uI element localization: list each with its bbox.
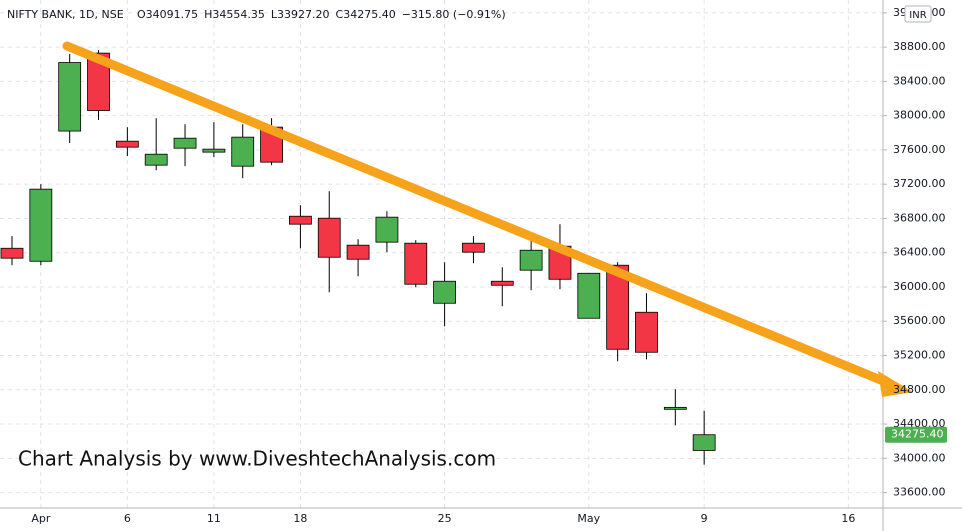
x-tick-label: 25 <box>438 512 452 525</box>
candle-body <box>577 272 601 319</box>
candle-body <box>144 153 168 166</box>
x-tick-label: 16 <box>841 512 855 525</box>
candle-body <box>375 216 399 243</box>
currency-badge <box>904 5 932 23</box>
candle-body <box>462 242 485 253</box>
header-values: O34091.75 H34554.35 L33927.20 C34275.40 −315… <box>137 8 506 21</box>
candle-body <box>519 249 543 271</box>
candles <box>0 50 716 465</box>
y-tick-label: 34000.00 <box>893 451 946 464</box>
trend-arrow <box>62 41 913 397</box>
y-tick-label: 35200.00 <box>893 349 946 362</box>
watermark: Chart Analysis by www.DiveshtechAnalysis… <box>18 447 496 471</box>
last-price-label: 34275.40 <box>891 428 944 441</box>
candle-body <box>288 215 312 225</box>
candle-body <box>231 136 255 167</box>
x-tick-label: 18 <box>293 512 307 525</box>
y-tick-label: 37200.00 <box>893 177 946 190</box>
y-tick-label: 38000.00 <box>893 109 946 122</box>
candle-body <box>663 406 687 410</box>
y-tick-label: 36000.00 <box>893 280 946 293</box>
last-price-badge <box>885 426 947 443</box>
y-tick-label: 38800.00 <box>893 40 946 53</box>
candle-body <box>606 264 630 350</box>
candle-body <box>58 62 82 132</box>
arrow-head <box>878 371 913 397</box>
candle-body <box>29 188 53 262</box>
candle-body <box>346 244 370 260</box>
candle-body <box>317 217 341 258</box>
header-value: C34275.40 <box>336 8 396 21</box>
x-tick-label: 6 <box>124 512 131 525</box>
candle-body <box>0 247 24 259</box>
header-value: L33927.20 <box>271 8 330 21</box>
candle-body <box>115 140 139 148</box>
candle-body <box>404 242 428 285</box>
currency: INR <box>909 10 926 21</box>
y-tick-label: 36800.00 <box>893 211 946 224</box>
candle-body <box>87 52 110 111</box>
symbol: NIFTY BANK, 1D, NSE <box>7 8 124 21</box>
candle-body <box>692 434 716 451</box>
candle-body <box>490 280 514 286</box>
y-tick-label: 33600.00 <box>893 486 946 499</box>
candle-body <box>635 311 658 353</box>
y-tick-label: 36400.00 <box>893 246 946 259</box>
header-value: −315.80 (−0.91%) <box>402 8 506 21</box>
x-tick-label: Apr <box>31 512 51 525</box>
header-value: H34554.35 <box>204 8 265 21</box>
header-value: O34091.75 <box>137 8 198 21</box>
candle-body <box>202 148 226 153</box>
candle-body <box>433 280 457 304</box>
y-tick-label: 37600.00 <box>893 143 946 156</box>
x-tick-label: 9 <box>701 512 708 525</box>
x-tick-label: 11 <box>207 512 221 525</box>
axis: 33600.0034000.0034400.0034800.0035200.00… <box>31 6 947 525</box>
candle-body <box>173 137 197 149</box>
y-tick-label: 38400.00 <box>893 74 946 87</box>
y-tick-label: 35600.00 <box>893 314 946 327</box>
arrow-shaft <box>62 41 893 388</box>
x-tick-label: May <box>577 512 600 525</box>
y-tick-label: 34800.00 <box>893 383 946 396</box>
